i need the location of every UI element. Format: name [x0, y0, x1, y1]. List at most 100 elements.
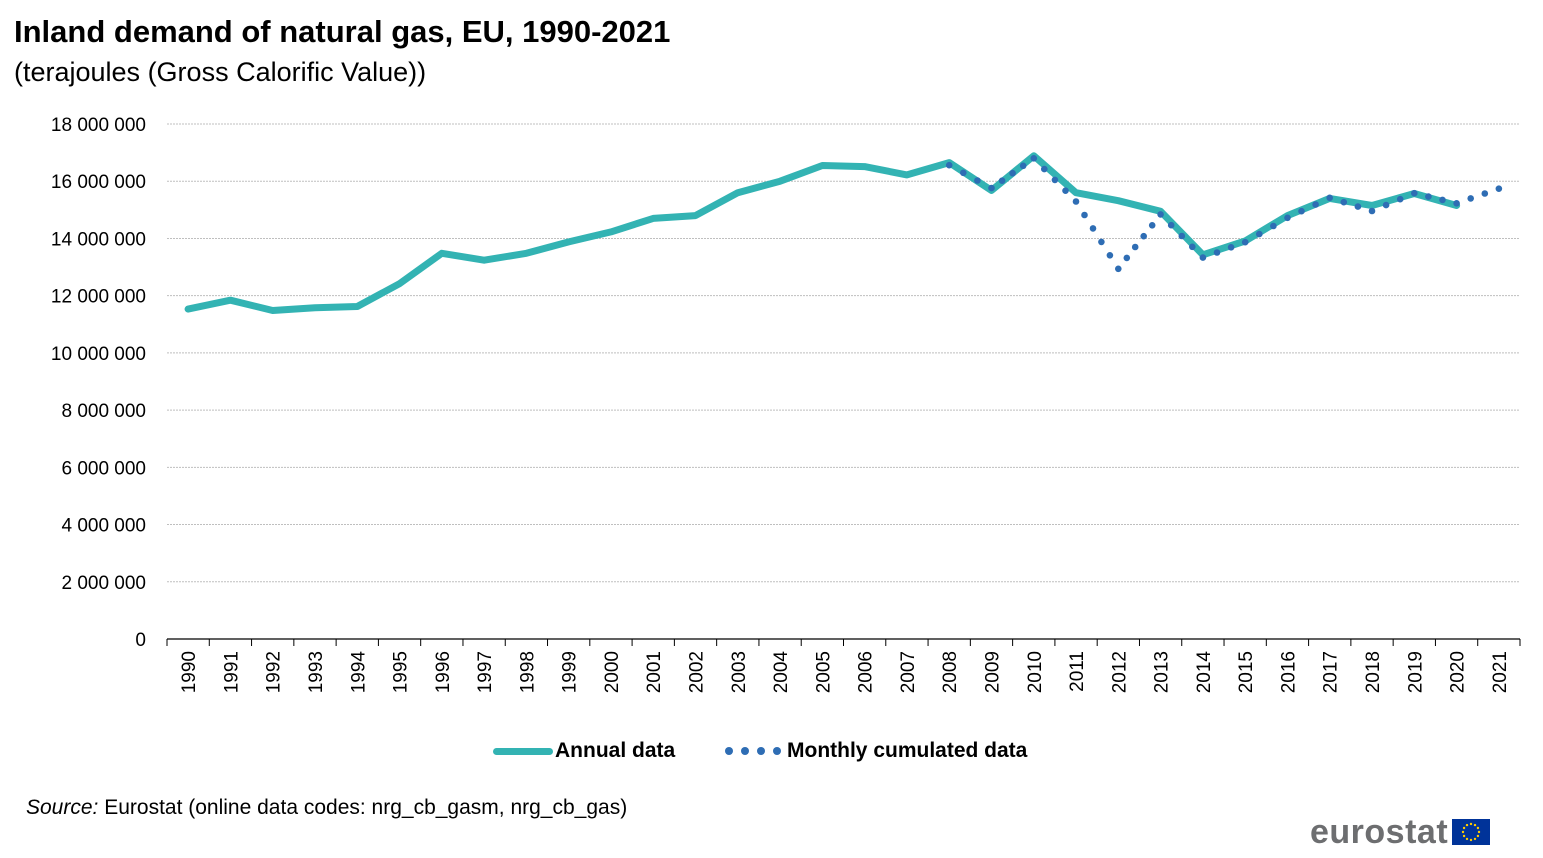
- dot-monthly: [1312, 201, 1319, 208]
- x-tick-label: 1995: [391, 651, 412, 693]
- dot-monthly: [974, 177, 981, 184]
- dot-monthly: [1227, 244, 1235, 251]
- dot-monthly: [1089, 225, 1097, 232]
- legend-swatch-monthly: [725, 747, 781, 755]
- y-tick-label: 6 000 000: [61, 458, 146, 479]
- x-tick-label: 2005: [813, 651, 834, 693]
- y-tick-label: 10 000 000: [51, 344, 146, 365]
- y-tick-label: 16 000 000: [51, 172, 146, 193]
- chart-subtitle: (terajoules (Gross Calorific Value)): [14, 57, 427, 87]
- flag-star: [1476, 826, 1480, 830]
- dot-monthly: [1062, 187, 1069, 194]
- dot-monthly: [1270, 222, 1277, 230]
- source-label: Source:: [26, 796, 99, 819]
- dot-monthly: [945, 161, 953, 169]
- x-tick-label: 2018: [1363, 651, 1384, 693]
- dot-monthly: [1123, 254, 1131, 262]
- flag-star: [1461, 830, 1465, 834]
- dot-monthly: [1072, 198, 1080, 205]
- flag-star: [1476, 834, 1480, 838]
- dot-monthly: [1425, 193, 1432, 200]
- x-tick-label: 1990: [179, 651, 200, 693]
- flag-star: [1465, 837, 1469, 841]
- flag-star: [1463, 826, 1466, 830]
- dot-monthly: [1189, 243, 1196, 251]
- dot-monthly: [1178, 232, 1186, 240]
- dot-monthly: [1167, 221, 1175, 229]
- dot-monthly: [1396, 195, 1404, 203]
- dot-monthly: [1453, 200, 1460, 207]
- x-tick-label: 1996: [433, 651, 454, 693]
- logo-text: eurostat: [1310, 812, 1449, 851]
- dot-monthly: [1495, 185, 1503, 192]
- dot-monthly: [1115, 265, 1122, 273]
- x-tick-label: 2003: [729, 651, 750, 693]
- x-tick-label: 1997: [475, 651, 496, 693]
- x-tick-label: 2001: [644, 651, 665, 693]
- gridlines: [167, 123, 1520, 583]
- dot-monthly: [998, 177, 1006, 184]
- x-axis: 1990 1991 1992 1993 1994 1995 1996 1997 1998 1999…: [166, 638, 1521, 694]
- dot-monthly: [1439, 196, 1446, 204]
- x-tick-label: 2021: [1490, 651, 1511, 693]
- legend-swatch-annual: [493, 747, 553, 755]
- x-tick-label: 2002: [687, 651, 708, 693]
- x-tick-label: 2019: [1405, 651, 1426, 693]
- flag-star: [1469, 822, 1473, 826]
- source-note: Source: Eurostat (online data codes: nrg…: [26, 796, 627, 820]
- x-tick-label: 1993: [306, 651, 327, 693]
- legend-label-annual: Annual data: [555, 739, 676, 762]
- dot-monthly: [1382, 201, 1390, 209]
- x-tick-label: 1991: [221, 651, 242, 693]
- y-tick-label: 0: [135, 630, 146, 651]
- dot-monthly: [1354, 203, 1362, 210]
- dot-monthly: [1284, 214, 1291, 222]
- dot-monthly: [1157, 211, 1164, 218]
- flag-star: [1463, 834, 1466, 838]
- dot-monthly: [1481, 190, 1489, 197]
- legend-item-monthly: Monthly cumulated data: [725, 736, 1027, 766]
- x-tick-label: 1992: [264, 651, 285, 693]
- x-tick-label: 1994: [348, 651, 369, 694]
- series-line-annual: [184, 152, 1461, 314]
- y-tick-label: 14 000 000: [51, 229, 146, 250]
- x-tick-label: 2011: [1067, 651, 1088, 692]
- y-tick-label: 18 000 000: [51, 115, 146, 136]
- dot-monthly: [1009, 169, 1016, 177]
- dot-monthly: [1340, 198, 1348, 206]
- dot-monthly: [1298, 207, 1305, 215]
- x-tick-label: 1998: [517, 651, 538, 693]
- x-tick-label: 2006: [856, 651, 877, 693]
- x-tick-label: 2000: [602, 651, 623, 693]
- x-tick-label: 1999: [560, 651, 581, 693]
- dot-monthly: [1148, 222, 1156, 229]
- series-dots-monthly: [945, 155, 1503, 273]
- flag-star: [1473, 837, 1477, 841]
- dot-monthly: [1030, 155, 1038, 162]
- x-tick-label: 2010: [1025, 651, 1046, 693]
- x-tick-label: 2015: [1236, 651, 1257, 693]
- chart-title: Inland demand of natural gas, EU, 1990-2…: [14, 14, 671, 49]
- x-tick-label: 2014: [1194, 651, 1215, 694]
- flag-star: [1477, 830, 1481, 834]
- dot-monthly: [1256, 230, 1263, 238]
- dot-monthly: [1140, 232, 1147, 240]
- legend-label-monthly: Monthly cumulated data: [787, 739, 1028, 762]
- eu-flag-icon: [1452, 819, 1491, 845]
- dot-monthly: [1098, 238, 1105, 246]
- dot-monthly: [988, 184, 995, 192]
- y-tick-label: 4 000 000: [61, 516, 146, 537]
- x-tick-label: 2008: [940, 651, 961, 693]
- x-tick-label: 2009: [982, 651, 1003, 693]
- x-tick-label: 2007: [898, 651, 919, 693]
- flag-star: [1469, 838, 1473, 842]
- y-tick-label: 8 000 000: [61, 401, 146, 422]
- y-tick-label: 12 000 000: [51, 287, 146, 308]
- dot-monthly: [1411, 189, 1418, 197]
- x-tick-label: 2020: [1448, 651, 1469, 693]
- x-tick-label: 2012: [1109, 651, 1130, 693]
- dot-monthly: [1213, 249, 1221, 256]
- dot-monthly: [1131, 243, 1139, 251]
- flag-star: [1473, 823, 1477, 827]
